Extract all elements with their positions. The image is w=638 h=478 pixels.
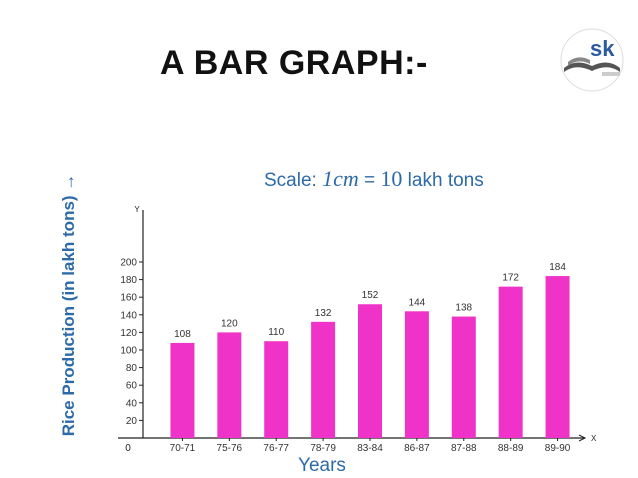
slide-title: A BAR GRAPH:-	[160, 44, 428, 82]
y-tick-label: 200	[120, 258, 137, 269]
y-tick-label: 40	[126, 398, 138, 409]
x-tick-label: 83-84	[357, 443, 383, 454]
bar	[545, 276, 570, 438]
y-tick-label: 60	[126, 381, 138, 392]
x-tick-label: 70-71	[170, 443, 196, 454]
scale-note: Scale: 1cm = 10 lakh tons	[264, 166, 484, 192]
scale-equals: =	[358, 170, 381, 191]
bar-value-label: 184	[549, 262, 566, 273]
y-axis-label: Rice Production (in lakh tons) →	[59, 174, 78, 437]
bar-value-label: 110	[268, 327, 284, 338]
y-tick-label: 180	[120, 275, 137, 286]
bar-value-label: 138	[455, 303, 472, 314]
origin-label: 0	[125, 443, 131, 454]
bar	[498, 286, 523, 438]
sk-book-logo-icon: sk	[560, 28, 624, 92]
bar	[264, 341, 289, 438]
bar	[170, 342, 195, 438]
sk-logo: sk	[556, 26, 628, 94]
bar-value-label: 172	[502, 273, 519, 284]
bar	[451, 316, 476, 438]
x-tick-label: 86-87	[404, 443, 430, 454]
bar	[217, 332, 242, 438]
bar-value-label: 152	[362, 290, 379, 301]
bar-value-label: 120	[221, 318, 238, 329]
x-tick-label: 87-88	[451, 443, 477, 454]
x-tick-label: 75-76	[217, 443, 243, 454]
scale-prefix: Scale:	[264, 170, 323, 191]
bar-value-label: 144	[409, 297, 426, 308]
x-axis-label: Years	[298, 455, 346, 476]
x-tick-labels: 70-71 75-76 76-77 78-79 83-84 86-87 87-88 88-89…	[170, 438, 571, 454]
scale-suffix: lakh tons	[402, 170, 484, 191]
bar	[311, 321, 336, 438]
scale-math: 1cm	[322, 166, 359, 191]
bar	[358, 304, 382, 438]
x-tick-label: 78-79	[310, 443, 336, 454]
y-tick-label: 120	[120, 328, 137, 339]
y-tick-label: 20	[126, 416, 138, 427]
y-tick-label: 160	[120, 293, 137, 304]
x-axis-letter: X	[591, 434, 597, 443]
y-ticks: 20 40 60 80 100 120 140 160 180 200	[120, 258, 143, 427]
y-tick-label: 140	[120, 310, 137, 321]
scale-value: 10	[380, 166, 403, 191]
y-axis-letter: Y	[134, 205, 140, 214]
bar-value-label: 108	[174, 329, 191, 340]
x-axis-arrow	[578, 434, 587, 442]
bar	[404, 311, 429, 438]
x-tick-label: 88-89	[498, 443, 524, 454]
x-tick-label: 76-77	[263, 443, 289, 454]
y-tick-label: 100	[120, 346, 137, 357]
x-tick-label: 89-90	[545, 443, 571, 454]
bar-value-label: 132	[315, 308, 332, 319]
logo-text: sk	[590, 36, 615, 61]
bar-value-labels: 108 120 110 132 152 144 138 172 184	[174, 262, 566, 340]
bars	[170, 276, 570, 438]
y-tick-label: 80	[126, 363, 138, 374]
y-axis-title: Rice Production (in lakh tons) →	[59, 174, 78, 437]
